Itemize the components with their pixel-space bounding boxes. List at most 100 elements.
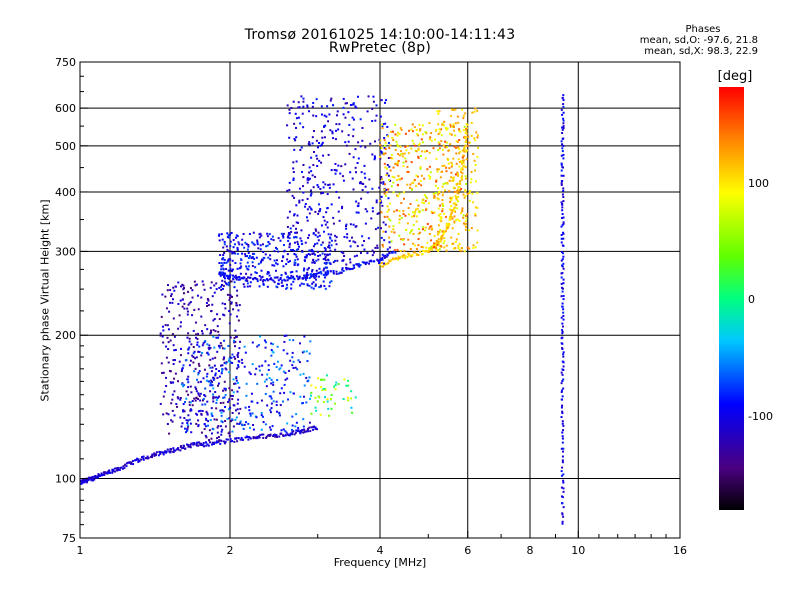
data-point (314, 386, 317, 389)
data-point (296, 258, 299, 261)
data-point (213, 291, 216, 294)
data-point (232, 391, 235, 394)
data-point (562, 506, 565, 509)
data-point (347, 267, 350, 270)
data-point (283, 383, 286, 386)
data-point (298, 277, 301, 280)
data-point (560, 272, 563, 275)
data-point (448, 223, 451, 226)
data-point (406, 256, 409, 259)
data-point (417, 253, 420, 256)
data-point (300, 146, 303, 149)
data-point (342, 269, 345, 272)
data-point (174, 359, 177, 362)
data-point (474, 246, 477, 249)
data-point (272, 435, 275, 438)
data-point (289, 276, 292, 279)
data-point (193, 397, 196, 400)
data-point (364, 222, 367, 225)
data-point (313, 243, 316, 246)
data-point (257, 435, 260, 438)
data-point (206, 328, 209, 331)
data-point (209, 286, 212, 289)
data-point (189, 409, 192, 412)
data-point (562, 216, 565, 219)
data-point (212, 319, 215, 322)
data-point (294, 425, 297, 428)
data-point (273, 250, 276, 253)
data-point (386, 210, 389, 213)
data-point (215, 418, 218, 421)
data-point (245, 277, 248, 280)
data-point (459, 180, 462, 183)
data-point (191, 314, 194, 317)
data-point (562, 447, 565, 450)
data-point (279, 276, 282, 279)
data-point (457, 147, 460, 150)
data-point (429, 136, 432, 139)
data-point (181, 368, 184, 371)
data-point (395, 257, 398, 260)
data-point (562, 221, 565, 224)
data-point (352, 223, 355, 226)
data-point (186, 427, 189, 430)
data-point (377, 226, 380, 229)
data-point (160, 451, 163, 454)
data-point (197, 350, 200, 353)
data-point (239, 272, 242, 275)
data-point (345, 144, 348, 147)
data-point (286, 189, 289, 192)
data-point (188, 403, 191, 406)
data-point (435, 180, 438, 183)
data-point (288, 276, 291, 279)
data-point (393, 249, 396, 252)
data-point (456, 207, 459, 210)
data-point (436, 249, 439, 252)
data-point (307, 252, 310, 255)
data-point (219, 442, 222, 445)
data-point (224, 394, 227, 397)
data-point (234, 409, 237, 412)
data-point (87, 478, 90, 481)
data-point (232, 308, 235, 311)
data-point (233, 382, 236, 385)
data-point (313, 253, 316, 256)
data-point (407, 152, 410, 155)
data-point (413, 251, 416, 254)
data-point (260, 234, 263, 237)
data-point (334, 388, 337, 391)
data-point (445, 222, 448, 225)
data-point (561, 147, 564, 150)
data-point (352, 118, 355, 121)
data-point (236, 235, 239, 238)
data-point (562, 127, 565, 130)
data-point (210, 379, 213, 382)
data-point (469, 190, 472, 193)
data-point (209, 419, 212, 422)
data-point (405, 228, 408, 231)
data-point (205, 436, 208, 439)
data-point (220, 344, 223, 347)
data-point (300, 229, 303, 232)
data-point (422, 226, 425, 229)
data-point (184, 447, 187, 450)
data-point (324, 272, 327, 275)
data-point (167, 361, 170, 364)
data-point (450, 212, 453, 215)
data-point (458, 152, 461, 155)
data-point (562, 282, 565, 285)
data-point (437, 238, 440, 241)
data-point (438, 168, 441, 171)
data-point (286, 377, 289, 380)
data-point (188, 302, 191, 305)
data-point (215, 368, 218, 371)
data-point (562, 314, 565, 317)
data-point (213, 284, 216, 287)
data-point (217, 425, 220, 428)
data-point (206, 351, 209, 354)
data-point (215, 441, 218, 444)
data-point (224, 440, 227, 443)
data-point (288, 136, 291, 139)
data-point (189, 359, 192, 362)
data-point (232, 378, 235, 381)
